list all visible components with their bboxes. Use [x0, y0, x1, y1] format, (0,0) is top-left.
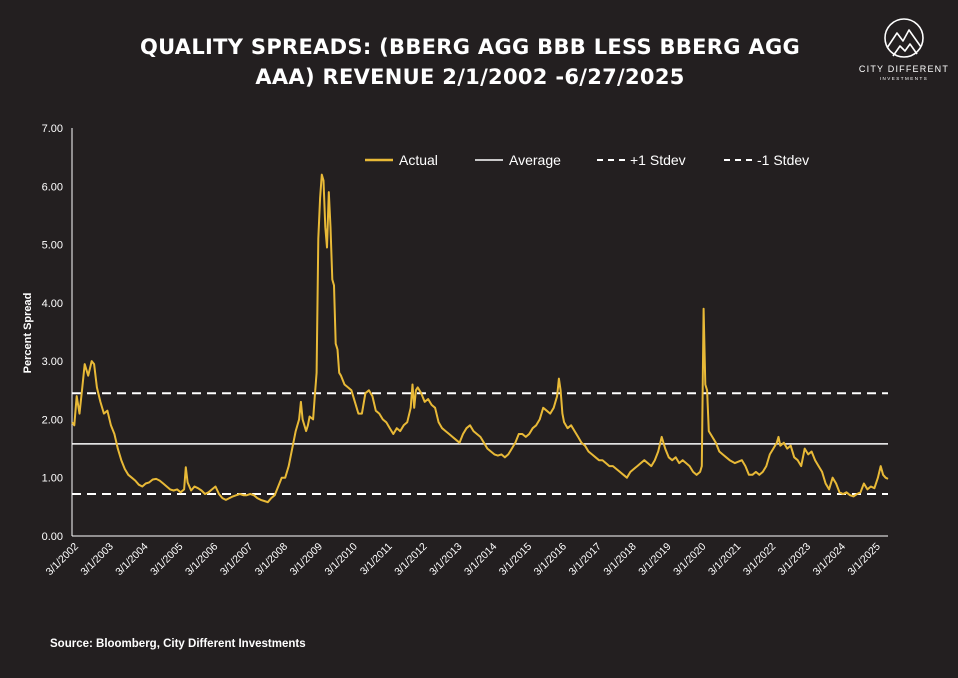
legend-item-minus-stdev: -1 Stdev	[724, 152, 809, 168]
x-tick-label: 3/1/2005	[148, 541, 185, 578]
x-tick-label: 3/1/2023	[776, 541, 813, 578]
y-tick-label: 0.00	[42, 531, 63, 543]
x-tick-label: 3/1/2024	[811, 541, 848, 578]
x-tick-label: 3/1/2007	[218, 541, 255, 578]
x-tick-label: 3/1/2011	[358, 541, 395, 578]
x-tick-label: 3/1/2009	[288, 541, 325, 578]
chart-title-line-2: AAA) REVENUE 2/1/2002 -6/27/2025	[255, 65, 684, 89]
x-tick-label: 3/1/2022	[741, 541, 778, 578]
x-tick-label: 3/1/2025	[845, 541, 882, 578]
x-tick-label: 3/1/2017	[567, 541, 604, 578]
legend-label-minus-stdev: -1 Stdev	[757, 152, 809, 168]
reference-lines	[72, 392, 888, 496]
source-note: Source: Bloomberg, City Different Invest…	[50, 638, 306, 650]
legend-label-average: Average	[509, 152, 561, 168]
y-tick-labels: 0.00 1.00 2.00 3.00 4.00 5.00 6.00 7.00	[42, 123, 63, 543]
legend: Actual Average +1 Stdev -1 Stdev	[365, 152, 809, 168]
legend-item-average: Average	[475, 152, 561, 168]
x-tick-label: 3/1/2002	[44, 541, 81, 578]
legend-label-actual: Actual	[399, 152, 438, 168]
legend-item-actual: Actual	[365, 152, 438, 168]
x-tick-labels: 3/1/20023/1/20033/1/20043/1/20053/1/2006…	[44, 541, 883, 579]
x-tick-label: 3/1/2014	[462, 541, 499, 578]
x-tick-label: 3/1/2019	[636, 541, 673, 578]
x-tick-label: 3/1/2004	[113, 541, 150, 578]
y-tick-label: 7.00	[42, 123, 63, 135]
logo: CITY DIFFERENT INVESTMENTS	[859, 18, 949, 81]
x-tick-label: 3/1/2003	[78, 541, 115, 578]
y-tick-label: 3.00	[42, 356, 63, 368]
legend-item-plus-stdev: +1 Stdev	[597, 152, 686, 168]
x-tick-label: 3/1/2008	[253, 541, 290, 578]
y-axis-label: Percent Spread	[22, 293, 34, 374]
y-tick-label: 4.00	[42, 298, 63, 310]
x-tick-label: 3/1/2012	[392, 541, 429, 578]
mountain-circle-icon	[884, 18, 924, 58]
x-tick-label: 3/1/2020	[671, 541, 708, 578]
series-layer	[71, 173, 889, 504]
y-tick-label: 6.00	[42, 181, 63, 193]
y-tick-label: 5.00	[42, 240, 63, 252]
x-tick-label: 3/1/2006	[183, 541, 220, 578]
x-tick-label: 3/1/2018	[601, 541, 638, 578]
logo-name: CITY DIFFERENT	[859, 64, 949, 74]
y-tick-label: 1.00	[42, 473, 63, 485]
x-tick-label: 3/1/2015	[497, 541, 534, 578]
x-tick-label: 3/1/2021	[706, 541, 743, 578]
logo-sub: INVESTMENTS	[880, 76, 929, 81]
legend-label-plus-stdev: +1 Stdev	[630, 152, 686, 168]
x-tick-label: 3/1/2013	[427, 541, 464, 578]
x-tick-label: 3/1/2016	[532, 541, 569, 578]
y-tick-label: 2.00	[42, 414, 63, 426]
x-tick-label: 3/1/2010	[322, 541, 359, 578]
actual-series-line	[71, 173, 889, 504]
chart-title-line-1: QUALITY SPREADS: (BBERG AGG BBB LESS BBE…	[140, 35, 800, 59]
